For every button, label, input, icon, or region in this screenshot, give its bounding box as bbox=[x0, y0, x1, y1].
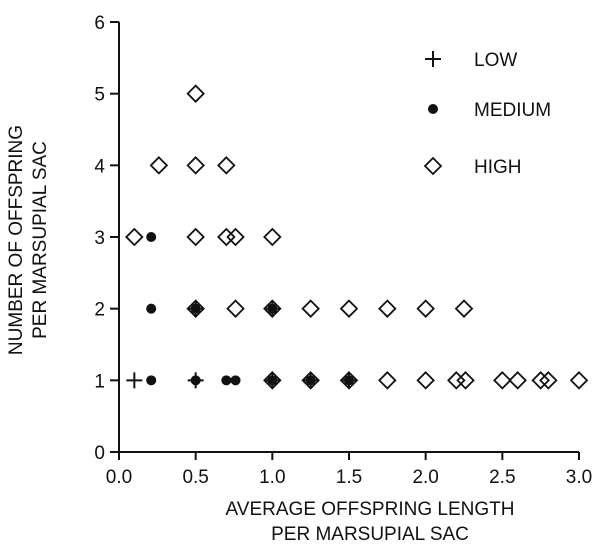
legend-marker-low bbox=[425, 51, 441, 67]
x-tick-label: 2.0 bbox=[412, 467, 438, 488]
point-low bbox=[264, 372, 281, 389]
point-low bbox=[187, 372, 204, 389]
x-tick-label: 1.5 bbox=[336, 467, 362, 488]
legend-label-low: LOW bbox=[474, 50, 517, 71]
point-high bbox=[301, 299, 320, 318]
y-tick-label: 1 bbox=[94, 371, 105, 392]
point-medium bbox=[221, 375, 232, 386]
point-high bbox=[531, 371, 550, 390]
point-high bbox=[217, 227, 236, 247]
legend-label-medium: MEDIUM bbox=[474, 100, 551, 121]
y-axis-label-line-1: NUMBER OF OFFSPRING bbox=[6, 125, 27, 355]
point-high bbox=[263, 227, 282, 247]
y-ticks: 0 1 2 3 4 5 6 bbox=[94, 13, 119, 464]
legend-marker-medium bbox=[428, 104, 438, 114]
point-high bbox=[416, 371, 435, 390]
x-tick-label: 3.0 bbox=[566, 467, 592, 488]
point-medium bbox=[146, 303, 157, 314]
point-high bbox=[339, 299, 359, 318]
point-high bbox=[378, 299, 397, 318]
x-tick-label: 0.5 bbox=[182, 467, 208, 488]
y-tick-label: 3 bbox=[94, 228, 105, 249]
point-low bbox=[341, 372, 357, 389]
point-high bbox=[226, 299, 245, 318]
point-high bbox=[186, 227, 205, 247]
point-high bbox=[186, 84, 205, 103]
point-high bbox=[447, 371, 466, 390]
data-points bbox=[125, 84, 589, 390]
y-tick-label: 6 bbox=[94, 13, 105, 34]
point-low bbox=[302, 372, 319, 389]
point-high bbox=[539, 371, 558, 390]
point-medium bbox=[146, 232, 157, 242]
point-high bbox=[217, 156, 236, 175]
y-axis-label-line-2: PER MARSUPIAL SAC bbox=[30, 141, 51, 339]
point-medium bbox=[146, 375, 157, 386]
y-tick-label: 4 bbox=[94, 156, 105, 177]
point-high bbox=[125, 227, 144, 247]
x-tick-label: 0.0 bbox=[106, 467, 132, 488]
legend-label-high: HIGH bbox=[474, 157, 522, 178]
point-high bbox=[508, 371, 527, 390]
x-axis-label-line-1: AVERAGE OFFSPRING LENGTH bbox=[226, 499, 515, 520]
x-axis-label-line-2: PER MARSUPIAL SAC bbox=[271, 524, 469, 545]
y-tick-label: 0 bbox=[94, 443, 105, 464]
point-high bbox=[456, 371, 475, 390]
legend: LOW MEDIUM HIGH bbox=[423, 50, 551, 178]
point-low bbox=[126, 372, 143, 389]
point-low bbox=[264, 300, 281, 317]
x-tick-label: 2.5 bbox=[489, 467, 515, 488]
point-high bbox=[186, 156, 205, 175]
point-high bbox=[226, 227, 245, 247]
y-tick-label: 5 bbox=[94, 85, 105, 106]
y-tick-label: 2 bbox=[94, 300, 105, 321]
legend-marker-high bbox=[423, 156, 443, 176]
point-medium bbox=[230, 375, 241, 386]
x-tick-label: 1.0 bbox=[259, 467, 285, 488]
point-high bbox=[149, 156, 169, 175]
point-low bbox=[187, 300, 204, 317]
point-high bbox=[378, 371, 397, 390]
point-high bbox=[416, 299, 435, 318]
point-high bbox=[454, 299, 474, 318]
point-high bbox=[569, 371, 589, 390]
point-high bbox=[493, 371, 512, 390]
x-ticks: 0.0 0.5 1.0 1.5 2.0 2.5 3.0 bbox=[106, 452, 592, 488]
